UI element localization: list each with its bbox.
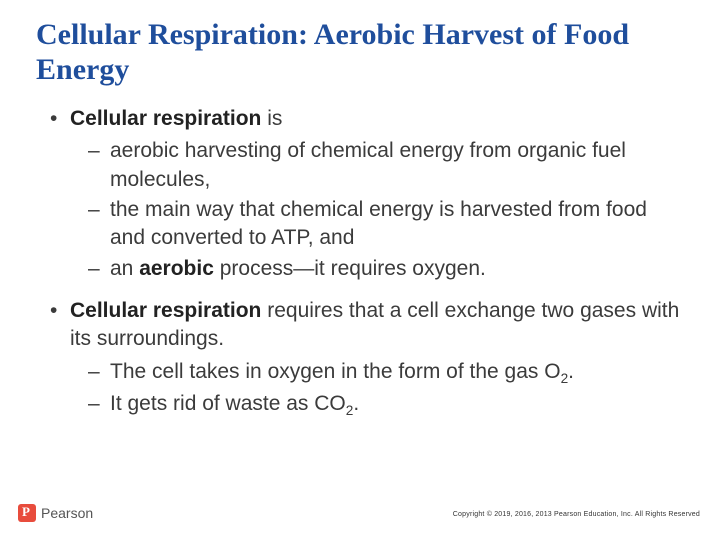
copyright-text: Copyright © 2019, 2016, 2013 Pearson Edu…: [453, 511, 700, 518]
brand-name: Pearson: [41, 505, 93, 521]
brand-logo: Pearson: [18, 504, 93, 522]
bullet-2: Cellular respiration requires that a cel…: [50, 297, 684, 421]
slide-content: Cellular respiration is aerobic harvesti…: [36, 105, 684, 421]
bullet-1: Cellular respiration is aerobic harvesti…: [50, 105, 684, 283]
bullet-1-sub-1: aerobic harvesting of chemical energy fr…: [88, 137, 684, 194]
slide-title: Cellular Respiration: Aerobic Harvest of…: [36, 18, 684, 87]
bullet-1-rest: is: [261, 107, 282, 130]
bullet-2-sub-1: The cell takes in oxygen in the form of …: [88, 358, 684, 389]
bullet-1-sub-2: the main way that chemical energy is har…: [88, 196, 684, 253]
aerobic-bold: aerobic: [139, 257, 214, 280]
bullet-2-bold: Cellular respiration: [70, 299, 261, 322]
bullet-2-sub-2: It gets rid of waste as CO2.: [88, 390, 684, 421]
bullet-1-bold: Cellular respiration: [70, 107, 261, 130]
bullet-1-sub-3: an aerobic process—it requires oxygen.: [88, 255, 684, 283]
pearson-logo-icon: [18, 504, 36, 522]
